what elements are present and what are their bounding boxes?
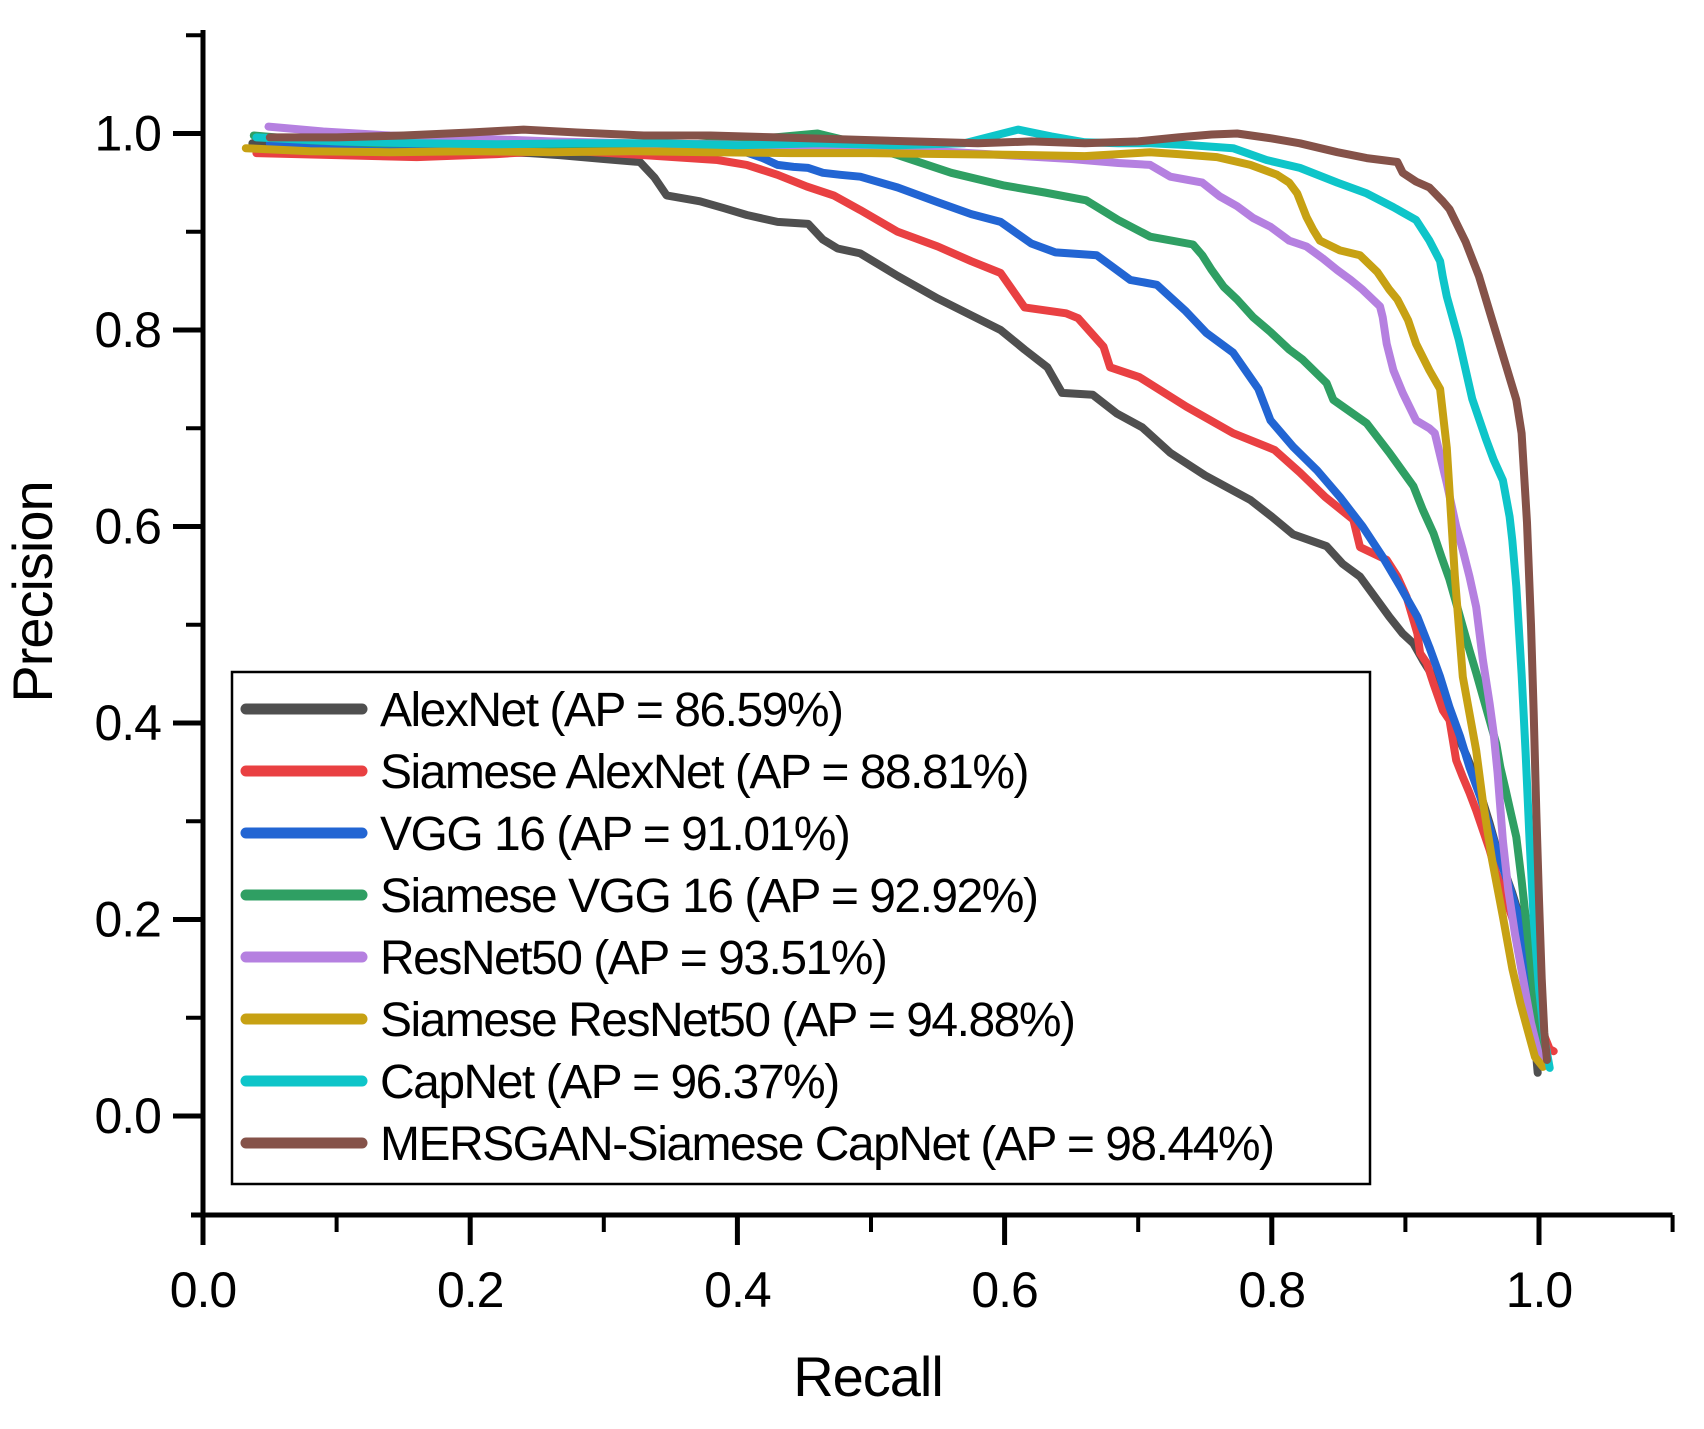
y-tick-label: 0.0 <box>94 1088 161 1144</box>
tick-labels-group: 0.0 0.2 0.4 0.6 0.8 1.0 0.0 0.2 0.4 0.6 0.8 1.0 <box>94 106 1573 1319</box>
legend-label-alexnet: AlexNet (AP = 86.59%) <box>380 684 843 737</box>
y-tick-label: 0.8 <box>94 302 161 358</box>
y-tick-label: 0.2 <box>94 892 161 948</box>
legend-item-siamese-resnet50: Siamese ResNet50 (AP = 94.88%) <box>240 994 1076 1047</box>
legend-item-siamese-vgg16: Siamese VGG 16 (AP = 92.92%) <box>240 870 1039 923</box>
x-tick-label: 0.0 <box>170 1262 237 1318</box>
curve-capnet <box>252 125 1554 1072</box>
legend-label-siamese-vgg16: Siamese VGG 16 (AP = 92.92%) <box>380 870 1037 923</box>
legend-item-capnet: CapNet (AP = 96.37%) <box>240 1056 840 1109</box>
legend-item-resnet50: ResNet50 (AP = 93.51%) <box>240 932 888 985</box>
x-tick-label: 0.6 <box>971 1262 1038 1318</box>
x-tick-label: 0.8 <box>1239 1262 1306 1318</box>
curve-group <box>241 122 1558 1077</box>
x-tick-label: 0.4 <box>704 1262 771 1318</box>
legend-item-vgg16: VGG 16 (AP = 91.01%) <box>240 808 851 861</box>
legend-label-siamese-resnet50: Siamese ResNet50 (AP = 94.88%) <box>380 994 1075 1047</box>
legend-label-resnet50: ResNet50 (AP = 93.51%) <box>380 932 886 985</box>
legend: AlexNet (AP = 86.59%) Siamese AlexNet (AP… <box>230 670 1372 1186</box>
y-tick-label: 0.6 <box>94 499 161 555</box>
x-axis-title: Recall <box>793 1345 943 1408</box>
curve-siamese-resnet50 <box>241 144 1547 1071</box>
legend-box <box>230 670 1372 1186</box>
axes-group <box>173 30 1675 1245</box>
legend-item-siamese-alexnet: Siamese AlexNet (AP = 88.81%) <box>240 746 1029 799</box>
legend-label-mersgan-siamese-capnet: MERSGAN-Siamese CapNet (AP = 98.44%) <box>380 1118 1273 1171</box>
legend-item-alexnet: AlexNet (AP = 86.59%) <box>240 684 844 737</box>
y-tick-label: 0.4 <box>94 695 161 751</box>
x-tick-label: 1.0 <box>1506 1262 1573 1318</box>
y-tick-label: 1.0 <box>94 106 161 162</box>
y-axis-title: Precision <box>1 481 64 702</box>
legend-label-capnet: CapNet (AP = 96.37%) <box>380 1056 839 1109</box>
curve-mersgan-siamese-capnet <box>265 125 1551 1064</box>
x-tick-label: 0.2 <box>437 1262 504 1318</box>
legend-label-vgg16: VGG 16 (AP = 91.01%) <box>380 808 849 861</box>
legend-item-mersgan-siamese-capnet: MERSGAN-Siamese CapNet (AP = 98.44%) <box>240 1118 1275 1171</box>
legend-label-siamese-alexnet: Siamese AlexNet (AP = 88.81%) <box>380 746 1028 799</box>
